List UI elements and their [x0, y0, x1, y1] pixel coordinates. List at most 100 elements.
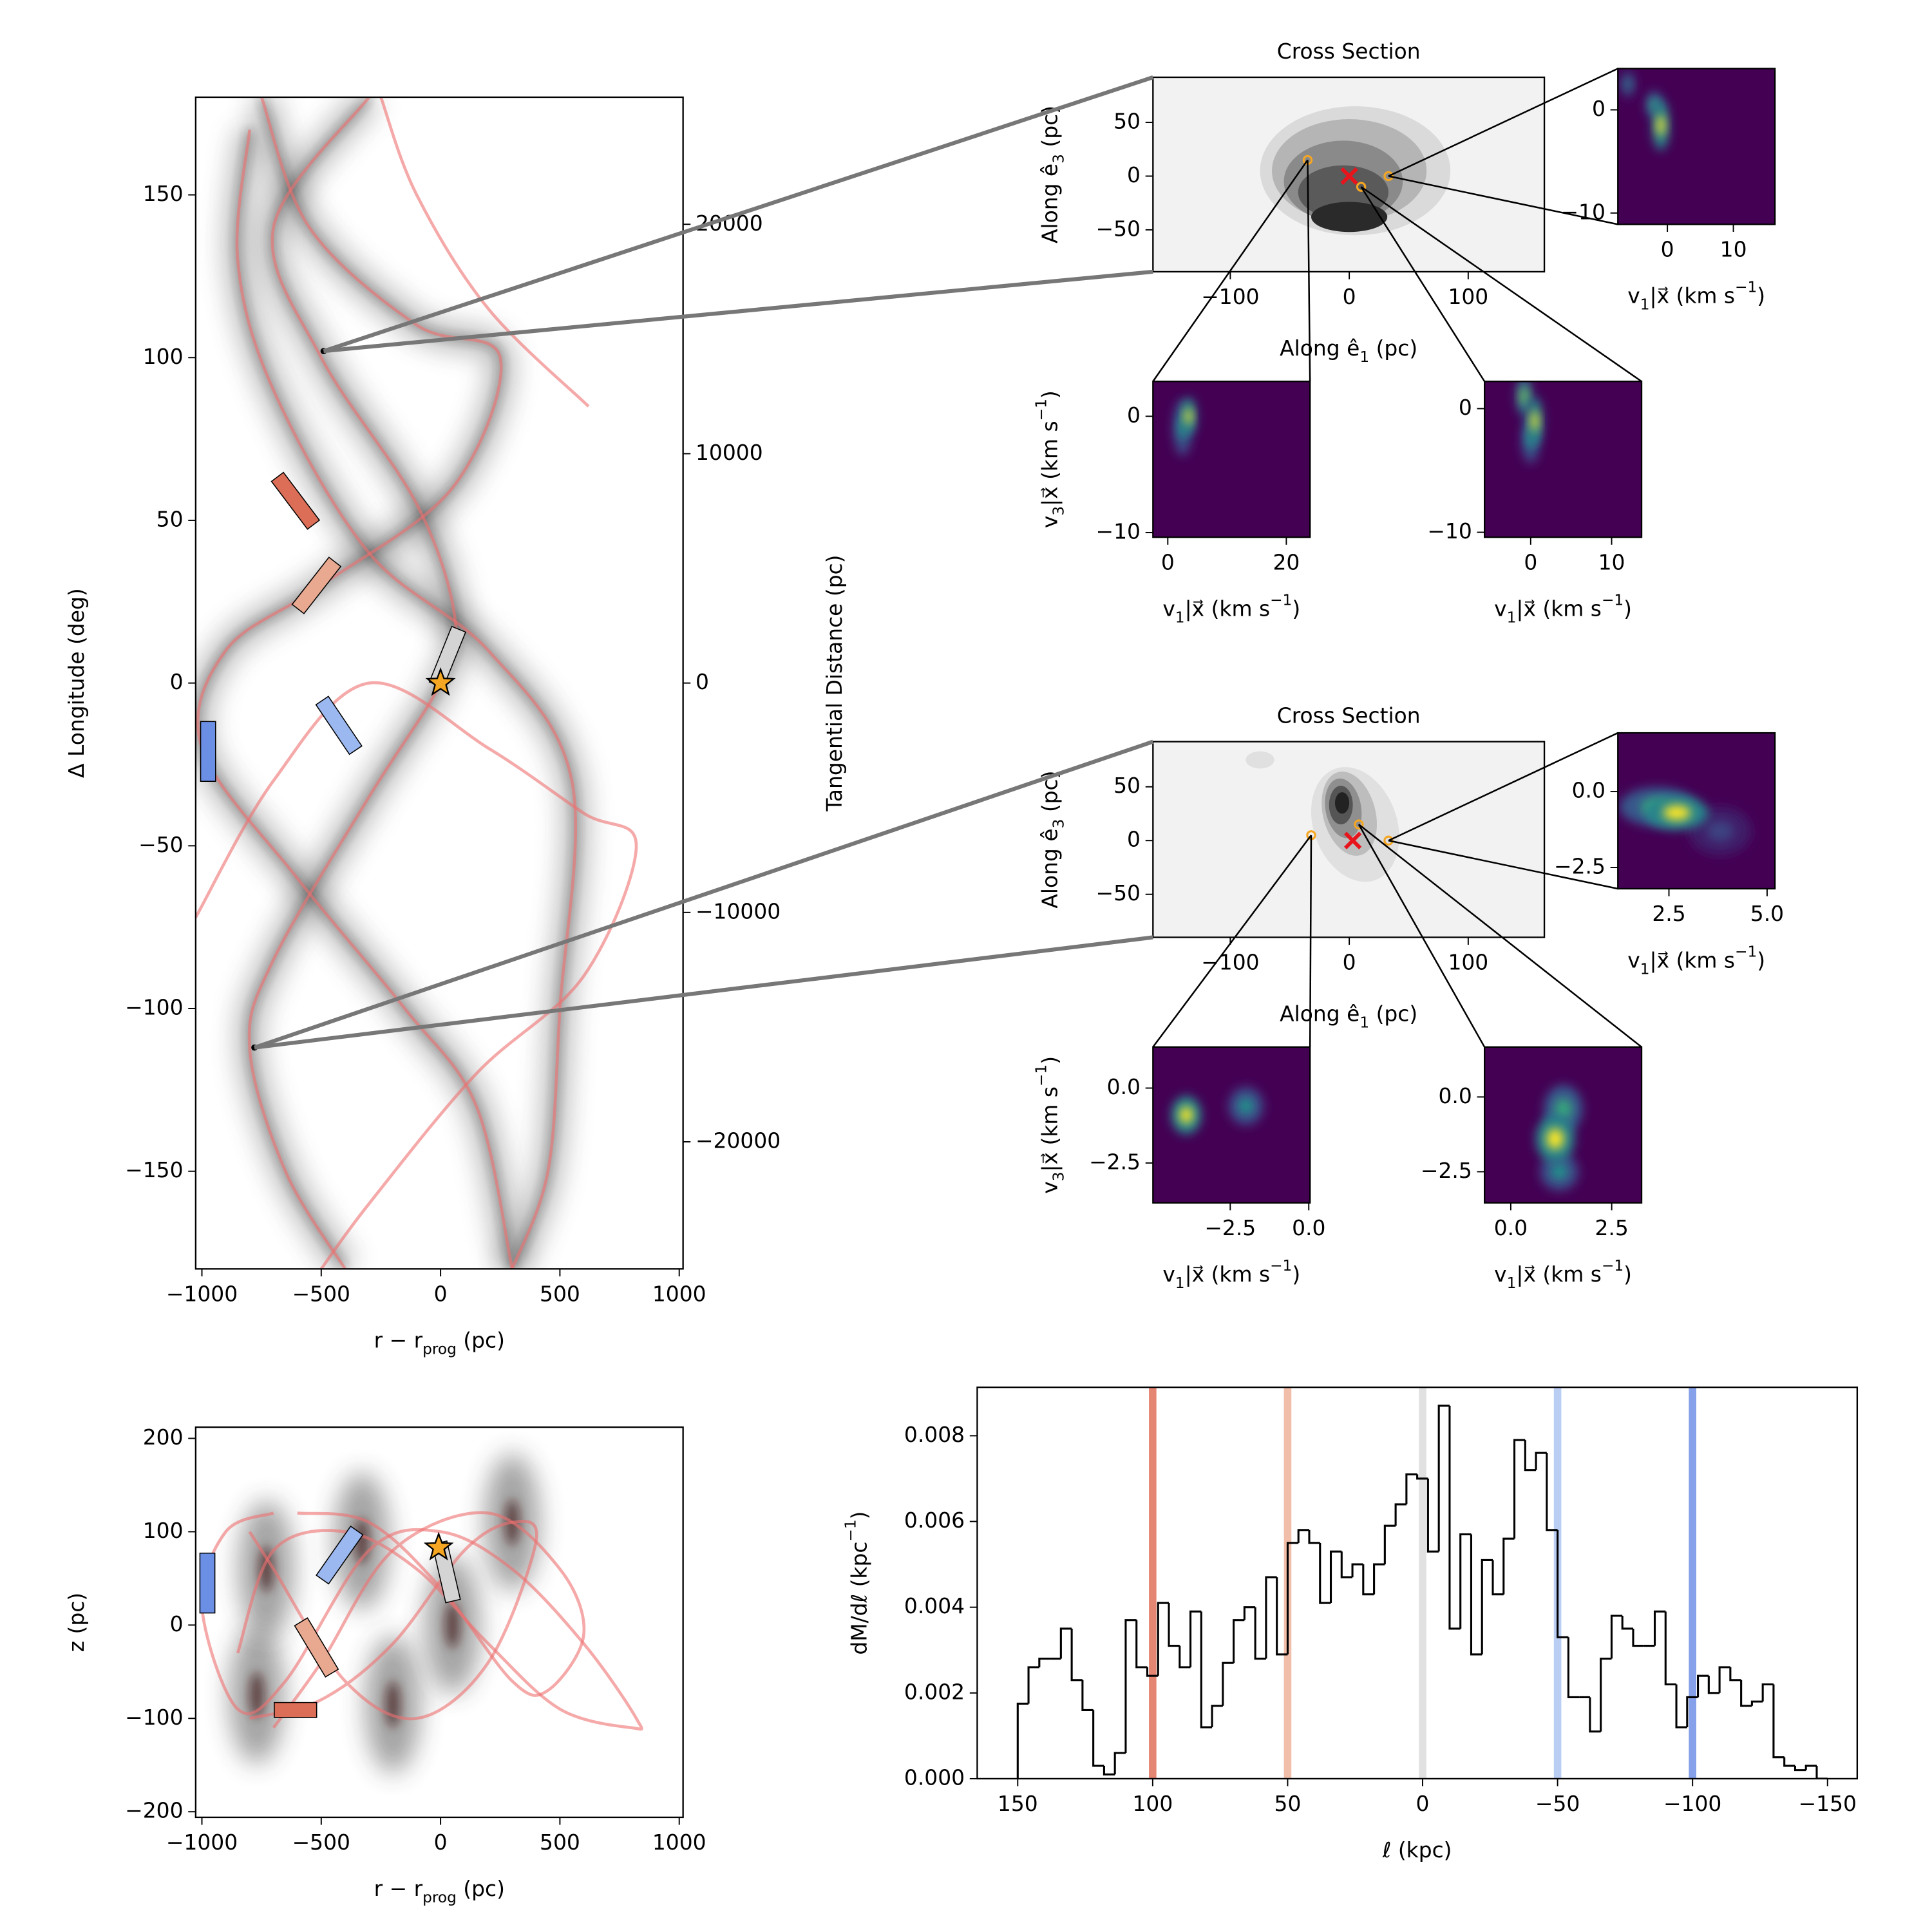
x-axis-label-part: |x⃗ (km s	[1516, 1262, 1602, 1287]
patch	[315, 696, 363, 755]
y-axis-label-sup: −1	[1033, 1065, 1050, 1086]
x-axis-label-part: |x⃗ (km s	[1650, 283, 1736, 308]
x-tick-label: 0	[1161, 549, 1175, 574]
x-axis-label-part: r − r	[374, 1327, 423, 1352]
y-tick-label: −50	[1096, 216, 1141, 241]
axes-frame	[194, 1426, 684, 1819]
y-tick-label: 0	[170, 669, 184, 694]
center-cross	[1343, 831, 1362, 849]
x-tick-label: 500	[540, 1830, 580, 1855]
x-tick-label: 10	[1720, 237, 1747, 262]
plot-area	[1484, 1046, 1642, 1203]
x-axis-label-part: Along ê	[1280, 1001, 1359, 1026]
hist-step	[1426, 1478, 1439, 1553]
hist-step	[1113, 1752, 1126, 1775]
x-axis-label: r − rprog (pc)	[374, 1876, 505, 1907]
x-tick-label: −500	[292, 1281, 350, 1306]
y-tick-label: 0	[1127, 162, 1141, 187]
hist-step	[1059, 1627, 1072, 1659]
y-tick-label: −10	[1096, 518, 1141, 544]
axes-frame	[1484, 1046, 1643, 1204]
x-axis-label: v1|x⃗ (km s−1)	[1162, 591, 1300, 626]
panel: −1000 −500 0 500 1000−150−100−50050100150−20…	[64, 96, 846, 1358]
plot-area	[1153, 741, 1545, 938]
hist-step	[1707, 1676, 1720, 1694]
x-axis-label-sup: −1	[1735, 279, 1757, 296]
heat-blob	[1179, 1106, 1193, 1124]
zoom-connector	[323, 75, 1154, 354]
x-tick-label: 2.5	[1595, 1215, 1628, 1240]
y-tick-label: −150	[125, 1157, 183, 1182]
hist-step	[1168, 1603, 1180, 1647]
density-core	[445, 1602, 460, 1648]
hist-step	[1664, 1611, 1677, 1686]
hist-step	[1448, 1405, 1461, 1630]
x-tick-label: 50	[1274, 1791, 1302, 1816]
sample-point	[1356, 182, 1367, 192]
y-tick-label: 0.008	[904, 1422, 965, 1447]
hist-step	[1761, 1683, 1774, 1702]
hist-step	[1254, 1607, 1266, 1660]
hist-step	[1610, 1615, 1623, 1659]
y2-tick-label: −10000	[696, 898, 781, 923]
heat-blob	[1185, 408, 1192, 425]
x-axis-label-sub: prog	[422, 1341, 457, 1358]
patch	[274, 1701, 317, 1718]
y-tick-label: −200	[125, 1798, 183, 1823]
x-tick-label: −100	[1201, 284, 1259, 309]
hist-step	[1783, 1757, 1795, 1767]
x-tick-label: 0	[1524, 549, 1537, 574]
hist-step	[1329, 1550, 1342, 1604]
y-tick-label: 0	[1592, 96, 1605, 121]
x-tick-label: 0	[1343, 284, 1356, 309]
x-tick-label: 5.0	[1750, 901, 1784, 926]
contour-level	[1311, 202, 1388, 232]
hist-step	[1794, 1765, 1806, 1772]
density-core	[385, 1681, 401, 1727]
x-axis-label-part: )	[1624, 1262, 1632, 1287]
hist-step	[1124, 1619, 1137, 1753]
axes-frame	[1152, 1046, 1311, 1204]
axes-frame	[1152, 381, 1311, 538]
sample-point	[1383, 835, 1394, 846]
x-tick-label: 100	[1448, 284, 1488, 309]
x-axis-label-part: v	[1162, 1262, 1175, 1287]
y-axis-label-part: )	[846, 1511, 871, 1519]
x-axis-label-part: |x⃗ (km s	[1185, 596, 1271, 621]
x-tick-label: 20	[1273, 549, 1300, 574]
patch	[199, 1552, 216, 1614]
x-axis-label-part: ℓ (kpc)	[1382, 1837, 1452, 1862]
hist-step	[1179, 1645, 1191, 1669]
y-tick-label: 0.0	[1107, 1074, 1141, 1099]
plot-area	[1016, 1387, 1828, 1779]
x-axis-label-part: (pc)	[457, 1876, 505, 1901]
x-axis-label-part: |x⃗ (km s	[1185, 1262, 1271, 1287]
contour-level	[1334, 792, 1350, 814]
panel: 0 10 0 −10 v1|x⃗ (km s−1)	[1427, 381, 1643, 626]
axes-frame	[1617, 732, 1776, 890]
x-tick-label: −50	[1535, 1791, 1580, 1816]
x-tick-label: −150	[1799, 1791, 1857, 1816]
y-tick-label: 0.000	[904, 1765, 965, 1790]
x-axis-label-sub: 1	[1507, 609, 1517, 626]
hist-step	[1804, 1765, 1817, 1770]
x-axis-label-part: v	[1494, 596, 1506, 621]
inset-connector	[1152, 159, 1309, 382]
x-tick-label: 0	[434, 1830, 448, 1855]
x-tick-label: 0	[1661, 237, 1674, 262]
heatmap-background	[1153, 381, 1311, 538]
hist-step	[1513, 1439, 1526, 1539]
y-axis-label-sub: 3	[1050, 506, 1068, 516]
hist-step	[1362, 1564, 1374, 1596]
y-tick-label: 200	[143, 1425, 184, 1450]
orbit-line	[379, 97, 590, 408]
y-axis-label: v3|x⃗ (km s−1)	[1033, 390, 1068, 528]
hist-step	[1286, 1542, 1299, 1654]
hist-step	[1373, 1563, 1385, 1595]
x-axis-label-sup: −1	[1270, 591, 1292, 609]
plot-area	[1484, 381, 1642, 538]
heat-blob	[1550, 1163, 1568, 1180]
x-tick-label: 1000	[652, 1281, 706, 1306]
